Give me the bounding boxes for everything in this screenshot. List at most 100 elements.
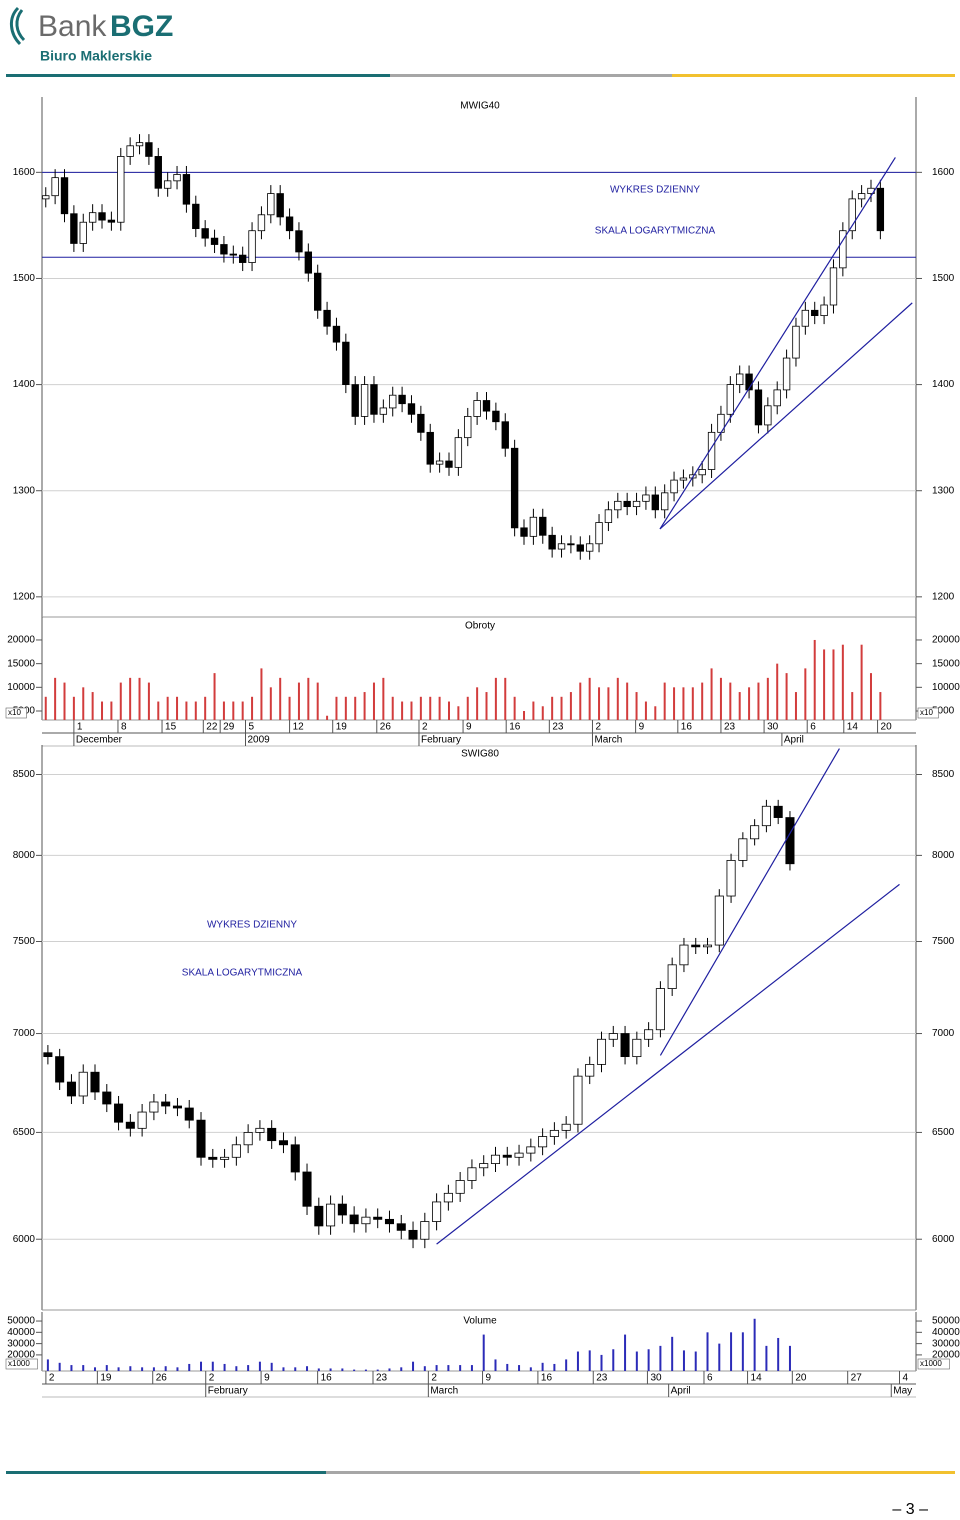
bar	[344, 696, 347, 720]
bar	[513, 696, 516, 720]
candle-body	[210, 237, 219, 245]
bar	[576, 1351, 579, 1371]
bar	[860, 644, 863, 720]
candle-body	[632, 1038, 642, 1058]
bar	[388, 1368, 391, 1371]
x-tick-label: 16	[321, 1373, 333, 1384]
candle-body	[107, 219, 116, 223]
candle-body	[604, 509, 613, 523]
y-tick-label: 40000	[7, 1327, 35, 1338]
candle-body	[576, 544, 584, 552]
bar	[612, 1349, 615, 1371]
candle-body	[229, 253, 237, 256]
candle-body	[114, 1103, 124, 1123]
bar	[241, 701, 244, 720]
y-tick-label: 1200	[13, 591, 36, 602]
candle-body	[651, 494, 659, 511]
bar	[598, 687, 601, 720]
bar	[447, 701, 450, 720]
x-tick-label: 9	[264, 1373, 270, 1384]
candle-body	[396, 1223, 406, 1231]
x-tick-label: 29	[223, 722, 235, 733]
candle-body	[70, 213, 78, 244]
bar	[364, 1369, 367, 1371]
bar	[494, 677, 497, 720]
month-label: February	[208, 1386, 248, 1397]
bar	[504, 677, 507, 720]
x-tick-label: 6	[810, 722, 816, 733]
candle-body	[172, 1105, 182, 1109]
bar	[188, 1363, 191, 1371]
candle-body	[370, 384, 378, 415]
candle-body	[632, 500, 641, 508]
x-tick-label: 19	[100, 1373, 112, 1384]
y-tick-label: 7500	[932, 936, 955, 947]
bar	[470, 1365, 473, 1371]
x-tick-label: 12	[293, 722, 305, 733]
x-tick-label: 2	[49, 1373, 55, 1384]
bar	[82, 687, 85, 720]
candle-body	[360, 384, 369, 417]
candle-body	[479, 1163, 489, 1169]
bar	[869, 673, 872, 720]
candle-body	[623, 500, 631, 508]
candle-body	[848, 198, 856, 232]
candle-body	[557, 543, 566, 550]
bar	[376, 1369, 379, 1371]
month-label: February	[421, 735, 461, 746]
candle-body	[655, 988, 665, 1031]
bar	[423, 1366, 426, 1371]
bar	[776, 663, 779, 720]
bar	[551, 696, 554, 720]
candle-body	[267, 193, 275, 216]
bar	[659, 1345, 662, 1371]
candle-body	[239, 254, 247, 263]
candle-body	[125, 1121, 135, 1129]
candle-body	[510, 447, 519, 529]
candle-body	[290, 1144, 300, 1173]
candle-body	[782, 357, 791, 391]
candle-body	[304, 251, 313, 274]
candle-body	[454, 437, 463, 468]
bar	[82, 1365, 85, 1371]
candle-body	[876, 187, 885, 232]
y-tick-label: 6000	[932, 1234, 955, 1245]
candle-body	[514, 1152, 524, 1158]
y-tick-label: 1300	[13, 485, 36, 496]
candle-body	[78, 1071, 88, 1097]
candle-body	[620, 1033, 630, 1058]
bar	[401, 701, 404, 720]
bar	[494, 1359, 497, 1371]
x-tick-label: 2	[595, 722, 601, 733]
candle-body	[745, 373, 753, 391]
bar	[294, 1367, 297, 1371]
bar	[851, 692, 854, 720]
bar	[532, 701, 535, 720]
bar	[644, 701, 647, 720]
candle-body	[667, 964, 677, 989]
bar	[832, 649, 835, 720]
bar	[682, 687, 685, 720]
candle-body	[561, 1123, 571, 1131]
bar	[579, 682, 582, 720]
candle-body	[738, 838, 748, 861]
candle-body	[420, 1221, 430, 1240]
bar	[647, 1349, 650, 1371]
bar	[701, 682, 704, 720]
candle-body	[443, 1192, 453, 1203]
candle-body	[135, 142, 144, 147]
bar	[673, 687, 676, 720]
candle-body	[163, 180, 172, 189]
candle-body	[285, 216, 294, 232]
scale-label: x1000	[920, 1359, 942, 1368]
bar	[476, 687, 479, 720]
chart-title: SWIG80	[461, 749, 499, 760]
x-tick-label: 16	[681, 722, 693, 733]
candle-body	[154, 156, 162, 189]
candle-body	[726, 384, 735, 415]
bar	[447, 1365, 450, 1371]
rule	[6, 1471, 326, 1474]
bar	[663, 682, 666, 720]
bar	[141, 1367, 144, 1371]
bar	[541, 1362, 544, 1371]
